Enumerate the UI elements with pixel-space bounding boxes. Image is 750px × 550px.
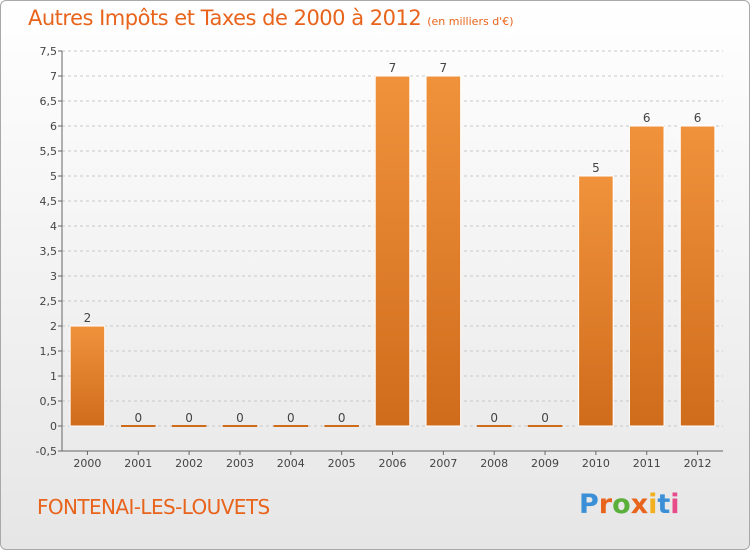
bar (222, 425, 258, 427)
y-tick-label: 5 (50, 170, 57, 183)
bar (425, 75, 462, 427)
bar (476, 425, 512, 427)
x-tick-label: 2011 (633, 457, 661, 470)
data-label: 7 (389, 61, 397, 75)
data-label: 0 (134, 411, 142, 425)
y-tick-label: 7,5 (40, 45, 58, 58)
x-tick-label: 2001 (124, 457, 152, 470)
bar (120, 425, 156, 427)
x-tick-label: 2000 (73, 457, 101, 470)
logo-letter: r (598, 489, 613, 520)
logo-letter: i (670, 489, 680, 520)
y-tick-label: 0,5 (40, 395, 58, 408)
y-tick-label: 0 (50, 420, 57, 433)
commune-name: FONTENAI-LES-LOUVETS (37, 495, 270, 519)
x-tick-label: 2006 (379, 457, 407, 470)
x-tick-label: 2009 (531, 457, 559, 470)
data-label: 0 (338, 411, 346, 425)
bar (324, 425, 359, 427)
chart-title: Autres Impôts et Taxes de 2000 à 2012 (28, 6, 422, 30)
y-tick-label: 4 (50, 220, 57, 233)
x-tick-label: 2002 (175, 457, 203, 470)
data-label: 6 (694, 111, 702, 125)
data-label: 5 (592, 161, 600, 175)
x-tick-label: 2004 (277, 457, 305, 470)
logo-letter: o (612, 489, 631, 520)
bar (679, 125, 716, 427)
data-label: 0 (185, 411, 193, 425)
x-tick-label: 2003 (226, 457, 254, 470)
y-tick-label: 2 (50, 320, 57, 333)
logo-letter: i (648, 489, 658, 520)
data-label: 7 (440, 61, 448, 75)
data-label: 0 (287, 411, 295, 425)
bar (273, 425, 309, 427)
y-tick-label: 3 (50, 270, 57, 283)
y-tick-label: 2,5 (40, 295, 58, 308)
y-tick-label: 1,5 (40, 345, 58, 358)
data-label: 0 (541, 411, 549, 425)
proxiti-logo: Proxiti (579, 489, 680, 520)
y-tick-label: 1 (50, 370, 57, 383)
bar (527, 425, 563, 427)
y-tick-label: 4,5 (40, 195, 58, 208)
bar (171, 425, 207, 427)
y-tick-label: 6 (50, 120, 57, 133)
y-tick-label: 7 (50, 70, 57, 83)
logo-letter: t (657, 489, 671, 520)
bar (374, 75, 411, 427)
chart-subtitle: (en milliers d'€) (427, 15, 514, 28)
x-tick-label: 2005 (328, 457, 356, 470)
y-tick-label: 3,5 (40, 245, 58, 258)
data-label: 2 (84, 311, 92, 325)
data-label: 0 (236, 411, 244, 425)
x-tick-label: 2007 (429, 457, 457, 470)
x-tick-label: 2008 (480, 457, 508, 470)
bar (578, 175, 614, 427)
bar (628, 125, 665, 427)
y-tick-label: 6,5 (40, 95, 58, 108)
data-label: 0 (490, 411, 498, 425)
x-tick-label: 2012 (684, 457, 712, 470)
x-tick-label: 2010 (582, 457, 610, 470)
y-tick-label: -0,5 (36, 445, 57, 458)
bar (69, 325, 106, 427)
y-tick-label: 5,5 (40, 145, 58, 158)
logo-letter: P (579, 489, 599, 520)
logo-letter: x (630, 489, 649, 520)
data-label: 6 (643, 111, 651, 125)
chart-title-block: Autres Impôts et Taxes de 2000 à 2012 (en… (28, 6, 513, 30)
